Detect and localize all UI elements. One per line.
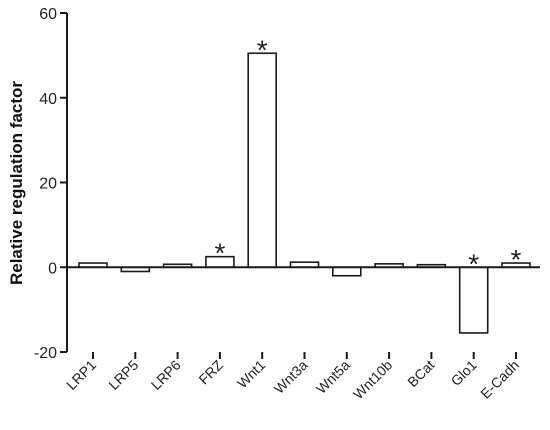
bar-glo1 — [458, 266, 489, 334]
bars-layer — [78, 52, 531, 334]
x-tick-label: Wnt3a — [271, 357, 311, 397]
significance-star: * — [468, 248, 479, 279]
y-axis-label: Relative regulation factor — [7, 81, 26, 285]
x-tick-label: BCat — [404, 357, 437, 390]
x-tick-label: Wnt1 — [234, 357, 269, 392]
x-tick-label: Wnt10b — [350, 357, 396, 403]
bar-wnt5a — [331, 266, 362, 277]
x-tick-label: LRP5 — [105, 357, 141, 393]
bar-wnt1 — [247, 52, 277, 269]
x-tick-label: Glo1 — [448, 357, 480, 389]
x-tick-label: Wnt5a — [313, 357, 353, 397]
significance-star: * — [257, 34, 268, 65]
y-tick-label: 20 — [39, 176, 57, 193]
significance-star: * — [511, 244, 522, 275]
x-tick-label: LRP6 — [148, 357, 184, 393]
x-tick-label: LRP1 — [63, 357, 99, 393]
y-tick-label: 0 — [48, 260, 57, 277]
significance-star: * — [214, 238, 225, 269]
axes-layer — [60, 12, 540, 359]
y-tick-label: -20 — [34, 345, 57, 362]
y-tick-label: 40 — [39, 91, 57, 108]
x-tick-label: FRZ — [195, 356, 226, 387]
y-tick-label: 60 — [39, 6, 57, 23]
x-tick-label: E-Cadh — [477, 357, 522, 402]
